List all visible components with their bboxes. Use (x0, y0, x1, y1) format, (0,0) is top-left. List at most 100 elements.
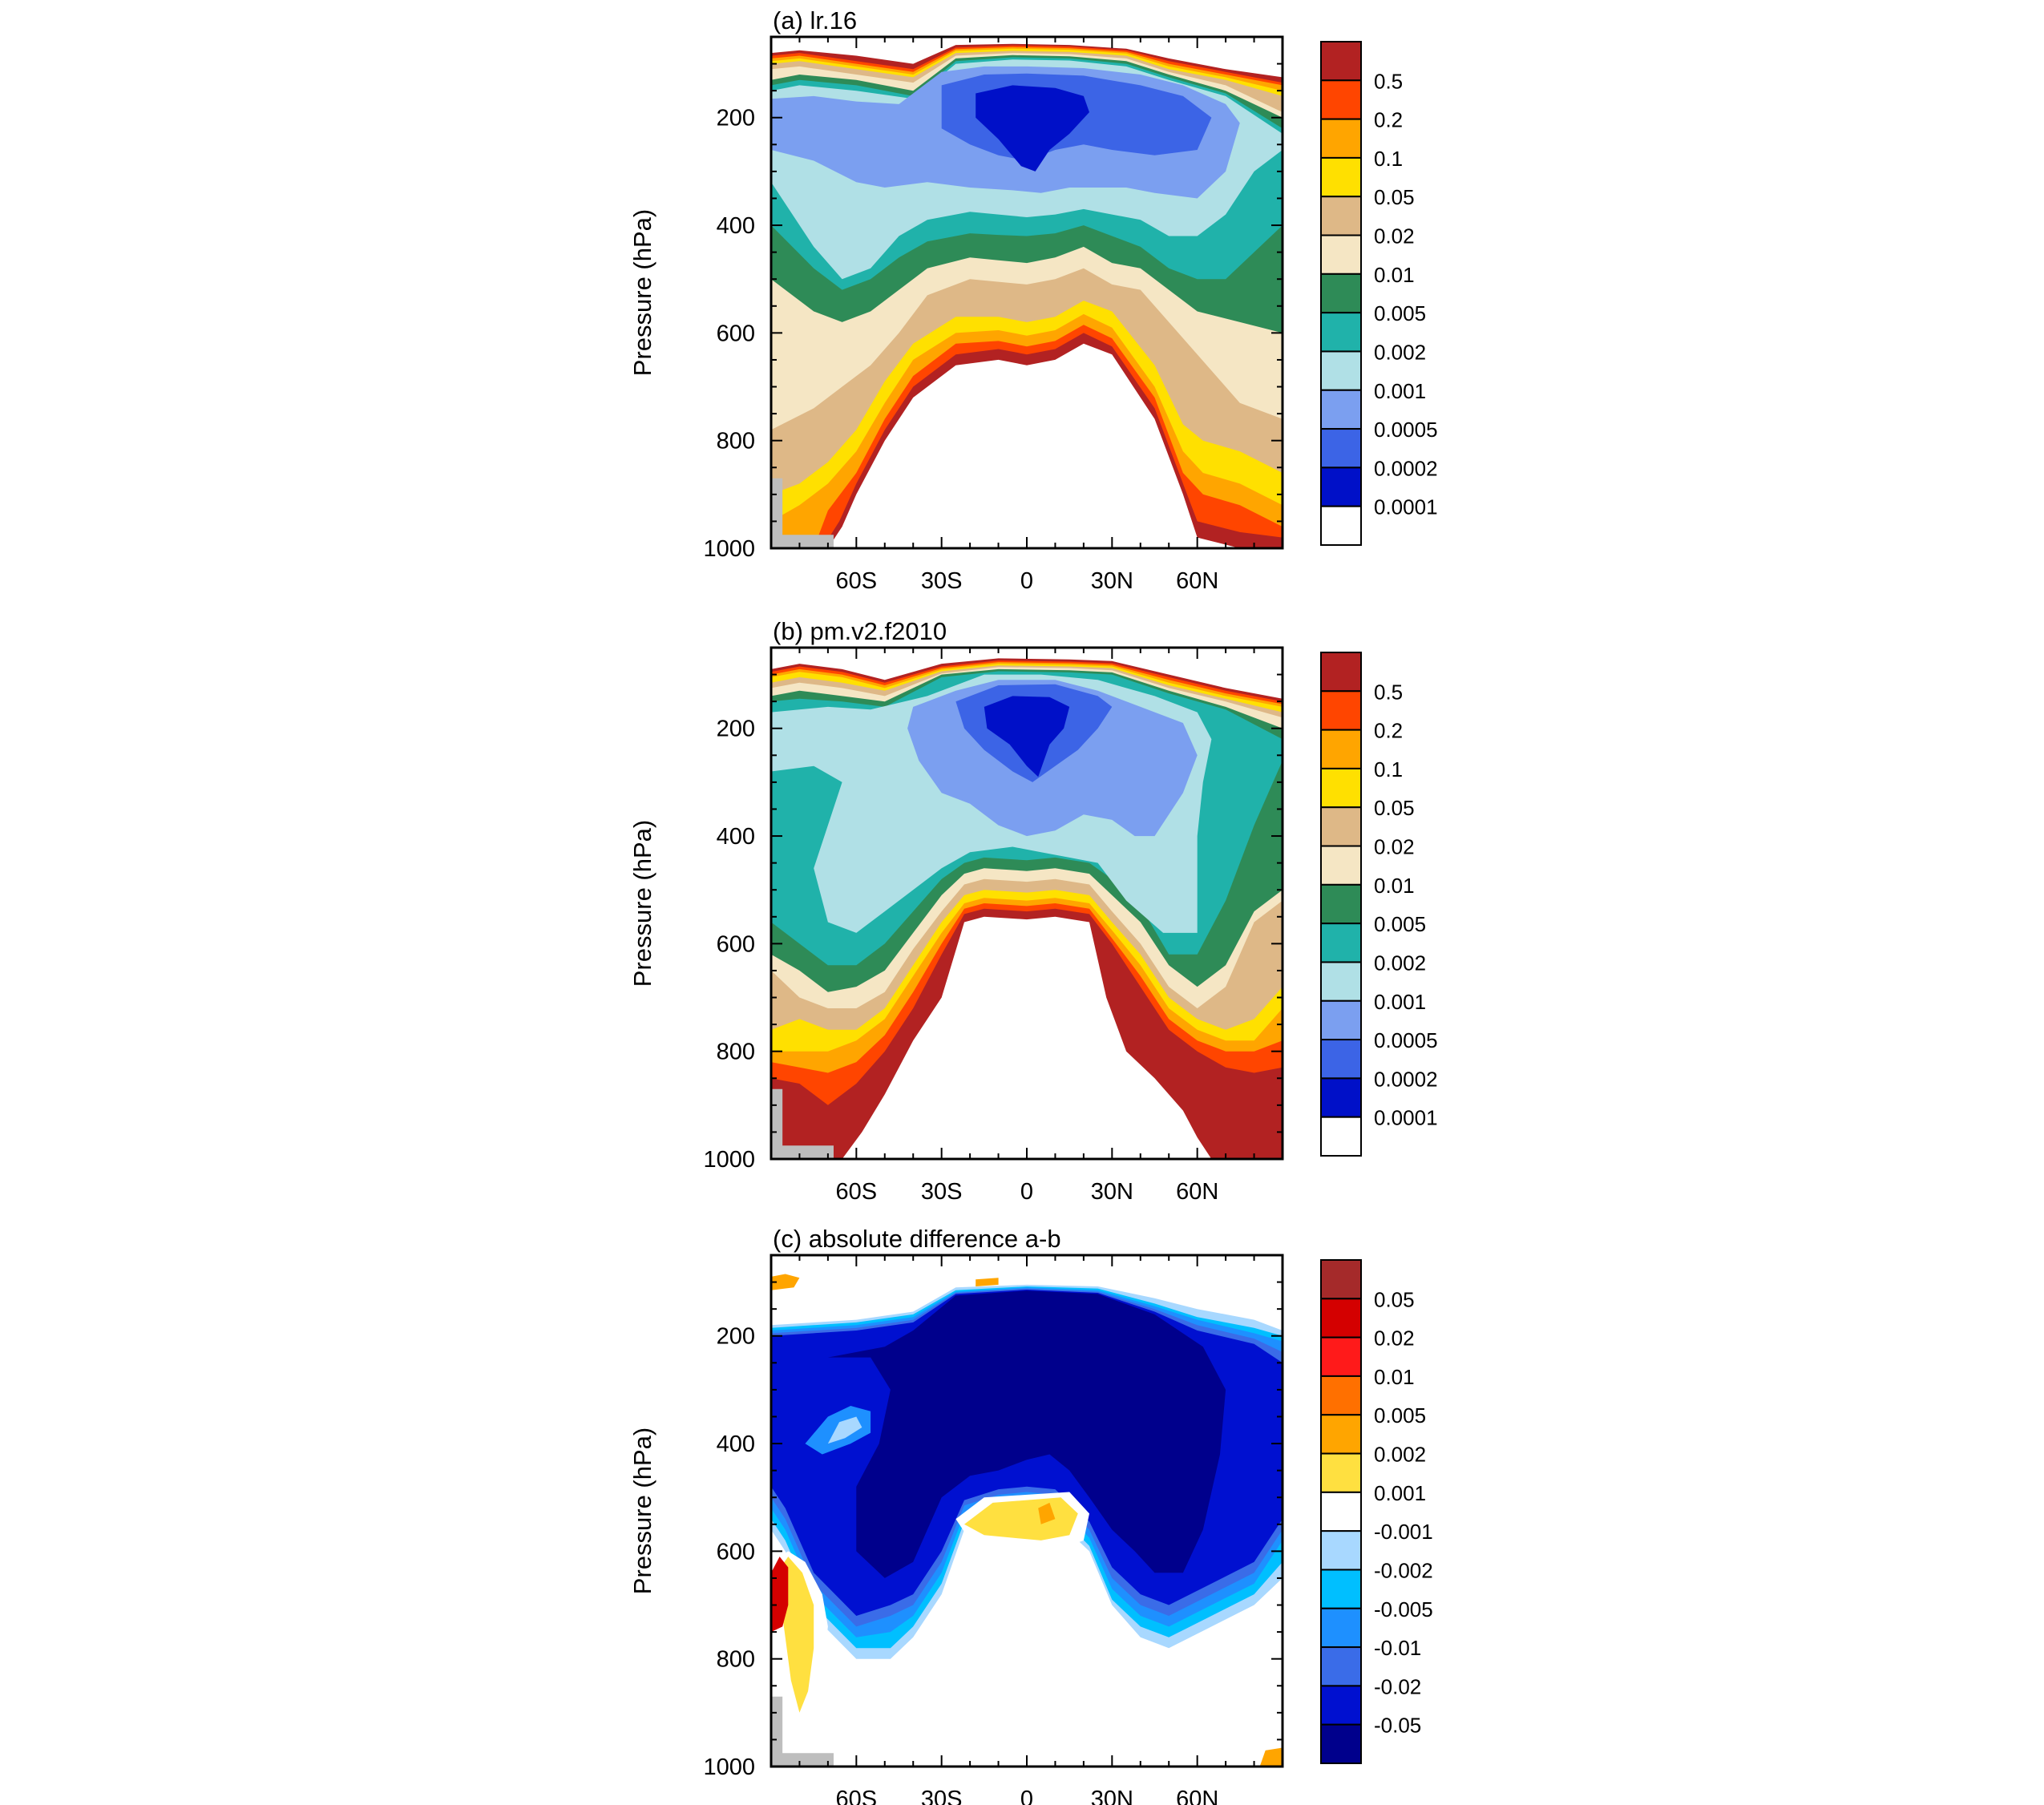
colorbar-label: 0.002 (1374, 340, 1426, 364)
colorbar-swatch (1320, 1077, 1362, 1118)
colorbar-label: 0.005 (1374, 301, 1426, 325)
colorbar-swatch (1320, 1530, 1362, 1571)
colorbar: 0.05 0.02 0.01 0.005 0.002 0.001 -0.001 -0.002 -… (1320, 1259, 1433, 1765)
colorbar-swatch (1320, 1607, 1362, 1649)
y-tick-label: 1000 (703, 1147, 755, 1173)
y-tick-label: 800 (717, 1040, 755, 1065)
colorbar-label: 0.1 (1374, 147, 1403, 171)
colorbar-label: 0.02 (1374, 835, 1415, 859)
colorbar-swatch (1320, 1414, 1362, 1455)
colorbar-swatch (1320, 1375, 1362, 1416)
colorbar-label: 0.0001 (1374, 1106, 1438, 1130)
colorbar-swatch (1320, 505, 1362, 547)
y-tick-label: 800 (717, 1647, 755, 1673)
colorbar-swatch (1320, 999, 1362, 1041)
y-tick-label: 200 (717, 1324, 755, 1350)
contour-region-16 (1197, 1696, 1283, 1767)
colorbar-swatch (1320, 1723, 1362, 1765)
colorbar-label: 0.0005 (1374, 1028, 1438, 1052)
colorbar-swatch (1320, 652, 1362, 693)
colorbar-swatch (1320, 234, 1362, 275)
panel-title: (a) lr.16 (773, 6, 857, 34)
colorbar: 0.5 0.2 0.1 0.05 0.02 0.01 0.005 0.002 0.001 0.00… (1320, 41, 1438, 547)
colorbar-swatch (1320, 156, 1362, 198)
colorbar-label: 0.001 (1374, 990, 1426, 1014)
x-tick-label: 30N (1091, 1179, 1133, 1205)
colorbar-swatch (1320, 118, 1362, 159)
y-tick-label: 400 (717, 824, 755, 850)
contour-region-11 (984, 696, 1070, 777)
colorbar-swatch (1320, 1685, 1362, 1726)
colorbar-label: 0.2 (1374, 719, 1403, 743)
colorbar-swatch (1320, 1569, 1362, 1609)
colorbar-label: 0.02 (1374, 1326, 1415, 1351)
colorbar-label: 0.05 (1374, 185, 1415, 209)
panel-1: 200 400 600 800 1000 60S 30S 0 30N 60N (a) lr.16 Pr… (628, 6, 1438, 594)
colorbar-label: -0.002 (1374, 1558, 1433, 1582)
panel-title: (c) absolute difference a-b (773, 1225, 1061, 1253)
colorbar-label: 0.001 (1374, 379, 1426, 403)
colorbar-swatch (1320, 428, 1362, 469)
colorbar-swatch (1320, 312, 1362, 353)
colorbar-swatch (1320, 729, 1362, 769)
colorbar-swatch (1320, 1491, 1362, 1532)
x-tick-label: 60S (836, 1787, 878, 1805)
y-tick-label: 1000 (703, 1755, 755, 1780)
colorbar-swatch (1320, 883, 1362, 925)
colorbar-swatch (1320, 466, 1362, 507)
colorbar-swatch (1320, 1646, 1362, 1687)
x-tick-label: 60N (1176, 1179, 1218, 1205)
x-tick-label: 0 (1020, 1787, 1033, 1805)
y-axis-label: Pressure (hPa) (628, 1427, 656, 1594)
x-tick-label: 30N (1091, 1787, 1133, 1805)
x-tick-label: 30S (921, 1787, 963, 1805)
contour-region-5 (827, 1290, 1226, 1578)
y-tick-label: 400 (717, 1431, 755, 1457)
contour-region-13 (771, 1557, 789, 1633)
colorbar-label: 0.0002 (1374, 1067, 1438, 1091)
colorbar-swatch (1320, 273, 1362, 314)
y-tick-label: 200 (717, 717, 755, 742)
colorbar-swatch (1320, 923, 1362, 963)
contour-region-18 (976, 1278, 999, 1286)
colorbar-label: 0.05 (1374, 1287, 1415, 1311)
colorbar-label: 0.5 (1374, 680, 1403, 704)
contour-region-17 (1259, 1747, 1283, 1767)
missing-data-mask (771, 1696, 834, 1767)
colorbar-swatch (1320, 350, 1362, 391)
y-tick-label: 600 (717, 321, 755, 346)
colorbar-swatch (1320, 767, 1362, 809)
colorbar-swatch (1320, 41, 1362, 82)
y-tick-label: 200 (717, 106, 755, 131)
x-tick-label: 60N (1176, 568, 1218, 594)
contour-region-7 (827, 1416, 862, 1444)
colorbar-swatch (1320, 1259, 1362, 1300)
colorbar-label: 0.005 (1374, 912, 1426, 936)
x-tick-label: 30N (1091, 568, 1133, 594)
colorbar-label: 0.0005 (1374, 418, 1438, 442)
contour-region-10 (1038, 1502, 1056, 1524)
colorbar-label: 0.0001 (1374, 495, 1438, 519)
colorbar-label: -0.05 (1374, 1714, 1421, 1738)
panel-2: 200 400 600 800 1000 60S 30S 0 30N 60N (b) pm.v2.f… (628, 617, 1438, 1205)
colorbar-swatch (1320, 690, 1362, 731)
colorbar-label: -0.01 (1374, 1636, 1421, 1660)
colorbar-label: -0.001 (1374, 1520, 1433, 1544)
x-tick-label: 30S (921, 1179, 963, 1205)
x-tick-label: 60S (836, 1179, 878, 1205)
colorbar-swatch (1320, 1452, 1362, 1493)
x-tick-label: 0 (1020, 568, 1033, 594)
colorbar-swatch (1320, 961, 1362, 1002)
colorbar-label: 0.5 (1374, 69, 1403, 93)
x-tick-label: 60S (836, 568, 878, 594)
missing-data-mask (771, 1088, 834, 1159)
y-axis-label: Pressure (hPa) (628, 820, 656, 987)
colorbar-label: 0.1 (1374, 757, 1403, 781)
colorbar-swatch (1320, 79, 1362, 120)
colorbar-label: 0.01 (1374, 263, 1415, 287)
y-tick-label: 800 (717, 429, 755, 454)
colorbar-label: -0.005 (1374, 1597, 1433, 1621)
colorbar-swatch (1320, 1116, 1362, 1157)
x-tick-label: 30S (921, 568, 963, 594)
